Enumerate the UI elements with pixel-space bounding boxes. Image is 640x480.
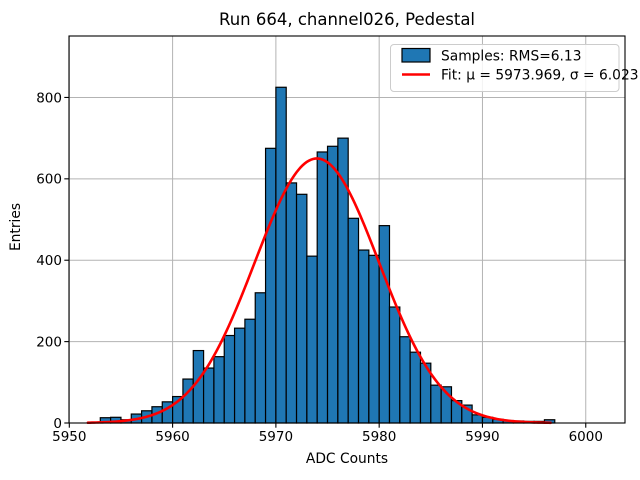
histogram-bar — [388, 306, 401, 424]
y-tick-label: 0 — [53, 416, 62, 432]
fit-curve — [86, 157, 552, 425]
y-axis-ticks: 0 200 400 600 800 — [36, 90, 69, 432]
histogram-bar — [316, 151, 329, 424]
histogram-bar — [275, 86, 287, 424]
chart-title: Run 664, channel026, Pedestal — [219, 10, 475, 29]
histogram-bar — [347, 217, 360, 424]
histogram-bar — [192, 349, 205, 424]
y-tick-label: 600 — [36, 172, 62, 188]
histogram-bar — [202, 367, 215, 424]
legend-samples-label: Samples: RMS=6.13 — [441, 49, 581, 65]
histogram-bar — [223, 334, 236, 424]
histogram-bar — [357, 249, 370, 424]
histogram-bar — [233, 327, 246, 424]
y-tick-label: 800 — [36, 90, 62, 106]
y-tick-label: 200 — [36, 335, 62, 351]
histogram-bars — [99, 86, 556, 424]
y-axis-label: Entries — [8, 203, 24, 251]
x-tick-label: 6000 — [569, 429, 603, 445]
histogram-bar — [254, 292, 267, 424]
histogram-bar — [295, 193, 308, 424]
x-tick-label: 5950 — [52, 429, 86, 445]
gaussian-fit-line — [86, 157, 552, 425]
histogram-bar — [306, 255, 318, 424]
histogram-bar — [326, 145, 339, 424]
legend: Samples: RMS=6.13 Fit: μ = 5973.969, σ =… — [390, 44, 639, 92]
histogram-bar — [399, 336, 411, 424]
histogram-bar — [368, 254, 380, 424]
histogram-bar — [430, 384, 442, 424]
x-tick-label: 5980 — [362, 429, 396, 445]
histogram-bar — [182, 378, 194, 424]
histogram-bar — [409, 351, 422, 424]
x-axis-ticks: 5950 5960 5970 5980 5990 6000 — [52, 423, 603, 445]
x-tick-label: 5990 — [465, 429, 499, 445]
y-tick-label: 400 — [36, 253, 62, 269]
x-axis-label: ADC Counts — [306, 451, 388, 467]
x-tick-label: 5960 — [155, 429, 189, 445]
histogram-bar — [244, 318, 256, 424]
x-tick-label: 5970 — [259, 429, 293, 445]
legend-box — [390, 44, 620, 92]
histogram-bar — [378, 225, 391, 424]
legend-fit-label: Fit: μ = 5973.969, σ = 6.023 — [441, 68, 639, 84]
histogram-bar — [213, 356, 225, 424]
histogram-bar — [264, 147, 277, 424]
legend-samples-swatch — [401, 47, 431, 63]
axes-box — [68, 35, 626, 424]
histogram-bar — [285, 182, 298, 424]
